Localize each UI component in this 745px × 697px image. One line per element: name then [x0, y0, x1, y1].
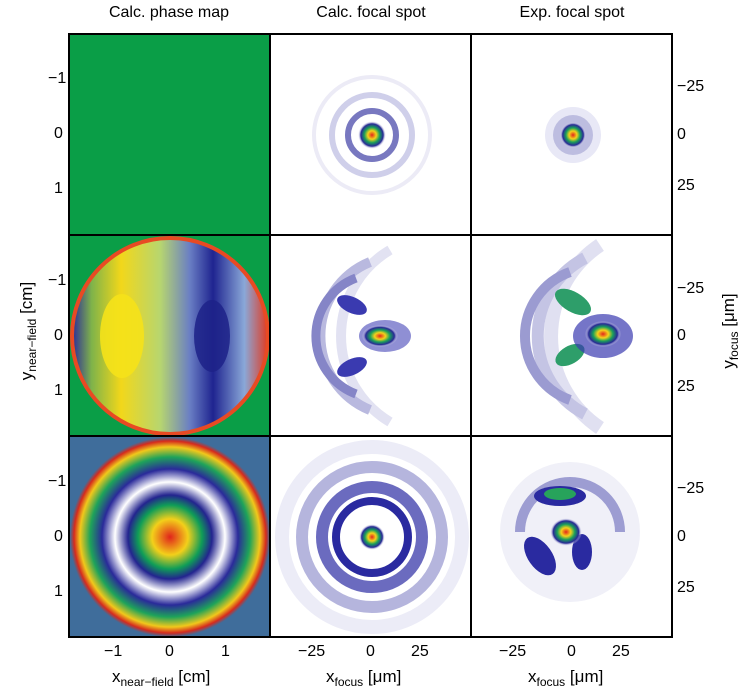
left-tick: 1 — [54, 382, 63, 399]
x-axis-label-focus-calc: xfocus [μm] — [326, 667, 402, 689]
panel-r1-exp-spot — [471, 34, 672, 235]
bottom-tick: 1 — [221, 643, 230, 660]
left-tick: −1 — [48, 70, 67, 87]
right-tick: 25 — [677, 378, 695, 395]
panel-r2-exp-spot — [471, 235, 672, 436]
bottom-tick: 0 — [567, 643, 576, 660]
right-tick: 0 — [677, 126, 686, 143]
panel-r1-calc-spot — [270, 34, 471, 235]
bottom-tick: 25 — [612, 643, 630, 660]
right-tick: 0 — [677, 528, 686, 545]
bottom-tick: 0 — [366, 643, 375, 660]
x-axis-label-focus-exp: xfocus [μm] — [528, 667, 604, 689]
left-tick: −1 — [48, 473, 67, 490]
left-tick: 0 — [54, 528, 63, 545]
right-tick: −25 — [677, 480, 705, 497]
right-tick: −25 — [677, 78, 705, 95]
column-title-phase-map: Calc. phase map — [108, 4, 230, 21]
bottom-tick: −25 — [499, 643, 527, 660]
y-axis-label-focus: yfocus [μm] — [719, 293, 741, 369]
left-tick: 1 — [54, 180, 63, 197]
y-axis-label-near-field: ynear−field [cm] — [17, 281, 39, 381]
left-tick: 0 — [54, 125, 63, 142]
x-axis-label-near-field: xnear−field [cm] — [112, 667, 211, 689]
bottom-tick: 0 — [165, 643, 174, 660]
panel-frames — [68, 33, 673, 638]
panel-r3-exp-spot — [471, 436, 672, 637]
right-tick: 25 — [677, 579, 695, 596]
bottom-tick: −1 — [104, 643, 123, 660]
bottom-tick: −25 — [298, 643, 326, 660]
panel-r1-phase-map — [69, 34, 270, 235]
bottom-tick: 25 — [411, 643, 429, 660]
panel-r2-phase-map — [69, 235, 270, 436]
right-tick: −25 — [677, 280, 705, 297]
right-tick: 0 — [677, 327, 686, 344]
panel-r2-calc-spot — [270, 235, 471, 436]
column-title-calc-focal-spot: Calc. focal spot — [316, 4, 426, 21]
left-tick: 0 — [54, 327, 63, 344]
left-tick: −1 — [48, 272, 67, 289]
panel-r3-calc-spot — [270, 436, 471, 637]
column-title-exp-focal-spot: Exp. focal spot — [519, 4, 625, 21]
panel-r3-phase-map — [69, 436, 270, 637]
left-tick: 1 — [54, 583, 63, 600]
right-tick: 25 — [677, 177, 695, 194]
